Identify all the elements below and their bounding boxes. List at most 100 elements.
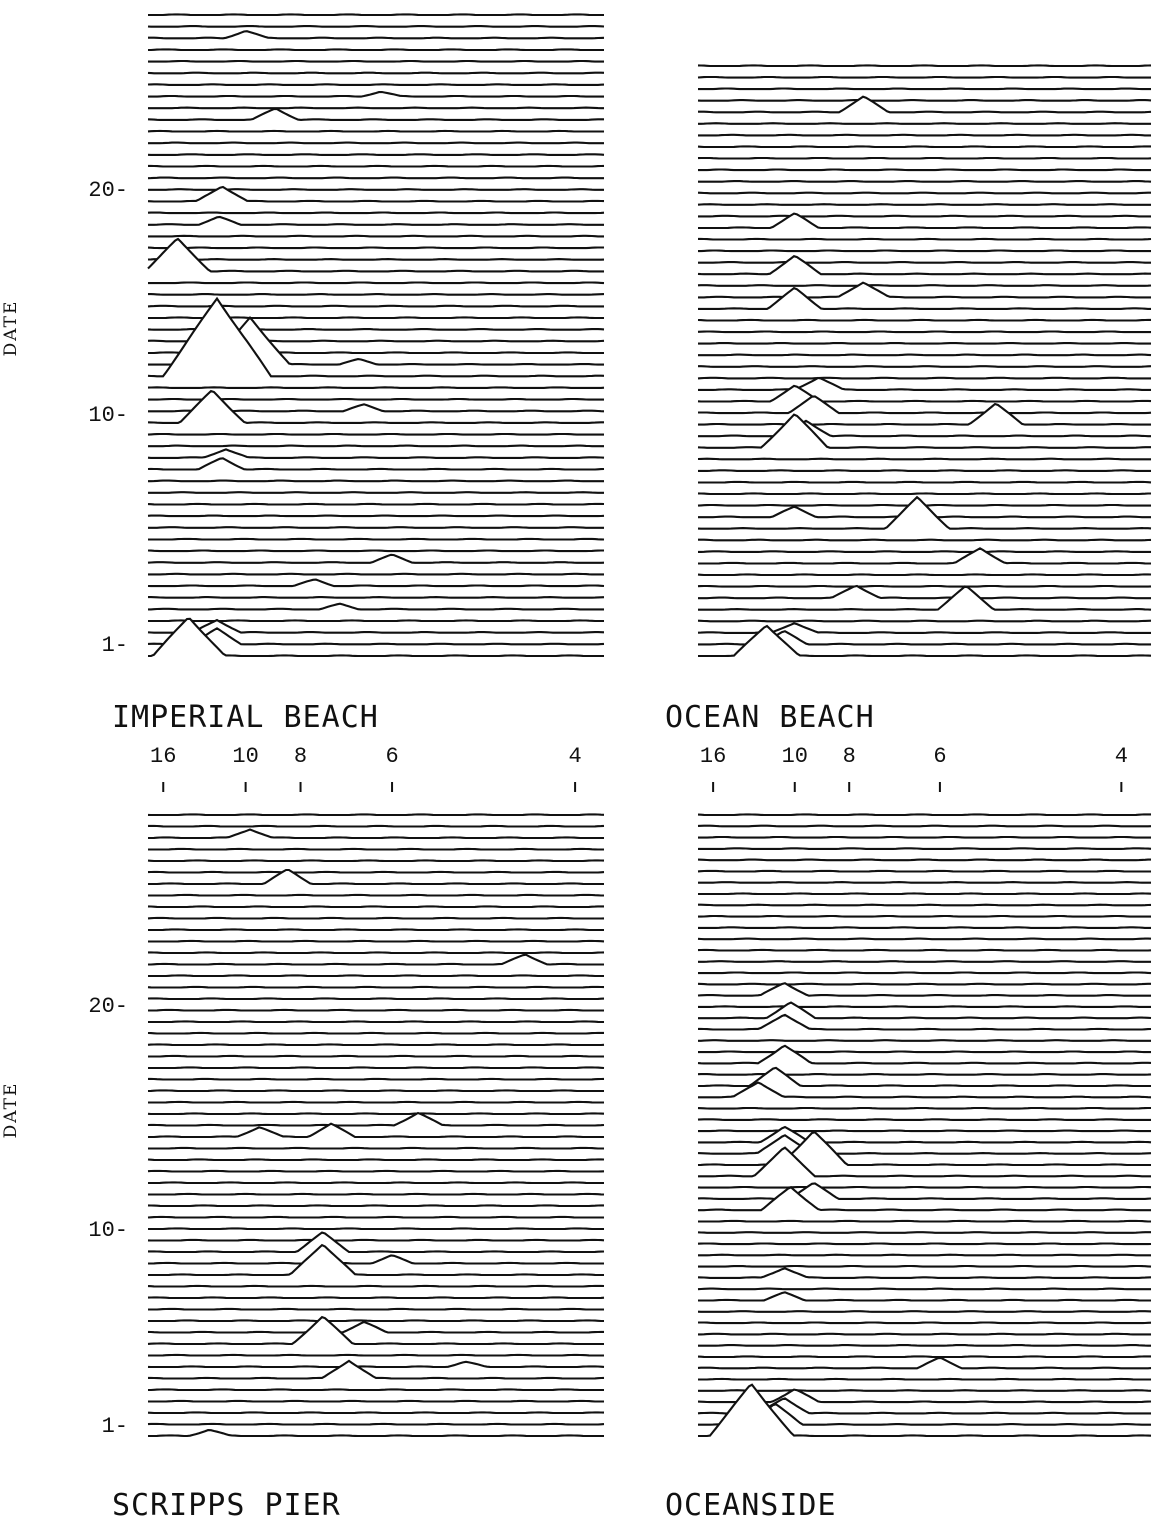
spectrum-trace [698,547,1151,565]
spectrum-trace [147,1089,604,1093]
spectrum-trace [148,1077,605,1081]
spectrum-trace [148,141,604,145]
spectrum-trace [697,824,1152,828]
spectrum-trace [698,926,1151,929]
spectrum-trace [148,444,604,448]
x-tick-label: 16 [150,744,176,769]
spectrum-trace [147,1315,604,1346]
spectrum-trace [147,985,605,989]
spectrum-trace [698,892,1152,896]
spectrum-trace [697,1388,1152,1404]
spectrum-trace [698,281,1151,299]
panel-scripps-pier: 1- 10- 20- DATE 16 10 8 6 4 SCRIPPS PIER [1,744,606,1523]
spectrum-trace [697,1044,1152,1065]
spectrum-trace [148,1181,604,1185]
trace-mask [148,829,606,840]
panel-ocean-beach: OCEAN BEACH [665,64,1152,735]
spectrum-trace [147,25,605,28]
spectrum-trace [698,585,1152,611]
spectrum-trace [147,813,605,817]
spectrum-trace [147,1158,605,1162]
spectrum-trace [147,448,605,459]
spectrum-trace [147,107,604,121]
spectrum-trace [698,419,1151,438]
x-tick-label: 8 [843,744,856,769]
spectrum-trace [148,1243,604,1277]
spectrum-trace [697,413,1151,449]
spectrum-trace [697,813,1151,817]
x-tick-label: 16 [700,744,726,769]
trace-mask [698,396,1152,416]
spectrum-trace [148,537,605,541]
spectrum-trace [697,1355,1151,1359]
trace-mask [148,238,606,274]
spectrum-trace [147,870,605,874]
spectrum-trace [147,153,605,156]
trace-mask [698,1389,1152,1405]
spectrum-trace [148,397,604,401]
spectrum-trace [147,1422,605,1426]
spectrum-trace [147,296,605,378]
spectrum-trace [147,129,604,133]
spectrum-trace [147,258,605,261]
trace-mask [698,1187,1152,1213]
spectrum-trace [147,83,605,86]
trace-mask [148,618,606,658]
spectrum-trace [697,1267,1152,1279]
spectrum-trace [148,526,604,529]
spectrum-trace [148,281,605,285]
spectrum-trace [698,261,1151,264]
spectrum-trace [147,1215,604,1219]
spectrum-trace [697,145,1151,149]
spectrum-trace [698,1344,1151,1347]
spectrum-trace [148,491,604,494]
spectrum-trace [698,249,1151,253]
spectrum-trace [147,514,605,518]
spectrum-trace [148,1388,604,1392]
spectrum-trace [147,237,604,273]
x-tick-label: 6 [933,744,946,769]
spectrum-trace [147,1112,605,1116]
spectrum-trace [697,191,1151,195]
spectrum-trace [147,1169,605,1173]
spectrum-trace [697,457,1151,461]
spectrum-trace [147,618,605,634]
spectrum-trace [147,1284,605,1288]
spectrum-trace [698,1321,1152,1325]
spectrum-trace [697,584,1152,588]
spectrum-trace [148,951,605,955]
trace-mask [698,414,1152,450]
spectrum-trace [147,578,605,588]
spectrum-trace [698,1081,1152,1099]
x-tick-label: 6 [385,744,398,769]
spectrum-trace [148,572,604,576]
spectrum-trace [698,1264,1152,1268]
spectrum-trace [148,974,604,978]
spectrum-trace [148,868,604,886]
spectrum-trace [147,1204,604,1208]
spectrum-trace [698,1253,1151,1257]
spectrum-trace [698,1013,1152,1031]
trace-mask [148,298,606,379]
spectrum-trace [698,1332,1151,1336]
spectrum-trace [147,246,604,250]
spectrum-trace [147,1320,604,1334]
spectrum-trace [697,99,1152,102]
spectrum-trace [148,1066,605,1070]
spectrum-trace [698,1291,1151,1302]
spectrum-trace [698,237,1152,241]
y-axis-title: DATE [1,300,21,357]
spectrum-trace [698,835,1151,839]
spectrum-trace [698,1005,1151,1008]
spectrum-trace [148,1429,604,1438]
trace-mask [698,378,1152,392]
trace-mask [698,626,1152,658]
x-tick-label: 10 [782,744,808,769]
spectrum-trace [148,1192,605,1196]
spectrum-trace [698,122,1151,125]
spectrum-trace [147,549,604,553]
spectrum-trace [147,389,604,424]
spectrum-trace [698,286,1151,310]
trace-mask [698,256,1152,277]
